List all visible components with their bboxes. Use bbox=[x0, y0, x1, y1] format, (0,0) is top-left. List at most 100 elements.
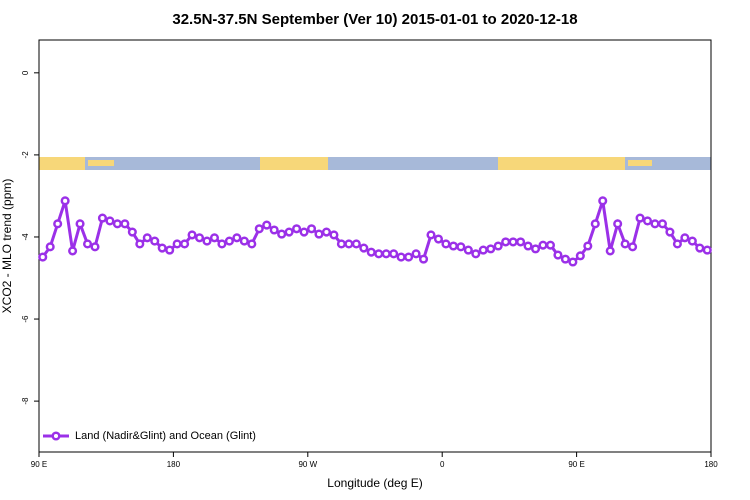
data-point bbox=[351, 239, 361, 249]
data-point bbox=[396, 252, 406, 262]
data-point bbox=[441, 239, 451, 249]
data-point bbox=[508, 237, 518, 247]
data-point bbox=[657, 219, 668, 229]
data-point bbox=[687, 236, 697, 246]
data-point bbox=[75, 219, 85, 229]
data-point bbox=[381, 249, 391, 259]
data-point bbox=[642, 216, 653, 226]
data-point bbox=[224, 236, 234, 246]
data-point bbox=[598, 196, 608, 206]
data-point bbox=[605, 246, 615, 256]
data-point bbox=[359, 243, 369, 253]
data-point bbox=[127, 227, 137, 237]
x-tick-label: 180 bbox=[704, 460, 718, 469]
x-axis-label: Longitude (deg E) bbox=[327, 476, 422, 490]
data-point bbox=[217, 239, 227, 249]
data-point bbox=[38, 252, 48, 262]
data-point bbox=[486, 244, 496, 254]
y-tick-label: -4 bbox=[21, 233, 30, 241]
data-point bbox=[239, 236, 249, 246]
data-point bbox=[306, 224, 317, 234]
data-point bbox=[530, 244, 541, 254]
data-point bbox=[523, 241, 533, 251]
data-point bbox=[665, 227, 675, 237]
data-point bbox=[329, 230, 339, 240]
data-point bbox=[150, 236, 160, 246]
data-point bbox=[583, 241, 593, 251]
data-point bbox=[82, 239, 93, 249]
y-tick-label: -2 bbox=[21, 151, 30, 159]
data-point bbox=[299, 227, 309, 237]
data-point bbox=[695, 243, 705, 253]
data-point bbox=[366, 247, 376, 257]
data-point bbox=[478, 245, 488, 255]
data-point bbox=[284, 227, 294, 237]
data-point bbox=[269, 225, 279, 235]
data-point bbox=[545, 240, 556, 250]
data-point bbox=[568, 257, 578, 267]
data-point bbox=[68, 246, 78, 256]
data-point bbox=[628, 242, 638, 252]
data-point bbox=[404, 252, 414, 262]
y-tick-label: -8 bbox=[21, 397, 30, 405]
data-point bbox=[620, 239, 630, 249]
data-point bbox=[232, 233, 242, 243]
data-point bbox=[389, 249, 399, 259]
data-point bbox=[60, 196, 70, 206]
data-point bbox=[456, 242, 466, 252]
x-tick-label: 90 E bbox=[568, 460, 584, 469]
x-tick-label: 90 W bbox=[298, 460, 317, 469]
data-point bbox=[105, 216, 115, 226]
data-point bbox=[538, 240, 548, 250]
data-point bbox=[590, 219, 600, 229]
data-point bbox=[344, 239, 354, 249]
data-point bbox=[254, 224, 264, 234]
data-point bbox=[172, 239, 182, 249]
data-point bbox=[426, 230, 436, 240]
data-point bbox=[650, 219, 660, 229]
data-point bbox=[560, 254, 570, 264]
data-point bbox=[53, 219, 63, 229]
legend-marker bbox=[51, 431, 61, 441]
data-point bbox=[336, 239, 346, 249]
y-tick-label: -6 bbox=[21, 315, 30, 323]
map-strip bbox=[39, 157, 711, 170]
data-point bbox=[672, 239, 682, 249]
x-tick-label: 0 bbox=[440, 460, 445, 469]
data-point bbox=[90, 242, 100, 252]
data-point bbox=[471, 249, 481, 259]
data-point bbox=[45, 242, 55, 252]
plot-frame bbox=[38, 39, 712, 453]
data-point bbox=[97, 213, 108, 223]
data-point bbox=[194, 233, 205, 243]
x-tick-label: 90 E bbox=[31, 460, 47, 469]
data-point bbox=[575, 251, 585, 261]
data-point bbox=[135, 239, 145, 249]
data-point bbox=[418, 254, 429, 264]
data-point bbox=[433, 234, 444, 244]
data-point bbox=[202, 236, 212, 246]
data-point bbox=[448, 241, 458, 251]
data-point bbox=[553, 250, 563, 260]
x-tick-label: 180 bbox=[167, 460, 181, 469]
data-point bbox=[501, 237, 511, 247]
data-point bbox=[209, 233, 220, 243]
data-point bbox=[374, 249, 384, 259]
data-point bbox=[680, 233, 690, 243]
data-point bbox=[292, 224, 302, 234]
data-point bbox=[180, 239, 190, 249]
data-point bbox=[411, 249, 421, 259]
data-point bbox=[321, 227, 332, 237]
data-point bbox=[613, 219, 623, 229]
data-point bbox=[635, 213, 645, 223]
data-point bbox=[112, 219, 122, 229]
data-point bbox=[142, 233, 152, 243]
data-point bbox=[187, 230, 197, 240]
data-point bbox=[277, 229, 287, 239]
chart-title: 32.5N-37.5N September (Ver 10) 2015-01-0… bbox=[172, 11, 577, 28]
data-point bbox=[157, 243, 167, 253]
data-point bbox=[314, 229, 324, 239]
data-point bbox=[702, 245, 712, 255]
data-point bbox=[516, 237, 526, 247]
